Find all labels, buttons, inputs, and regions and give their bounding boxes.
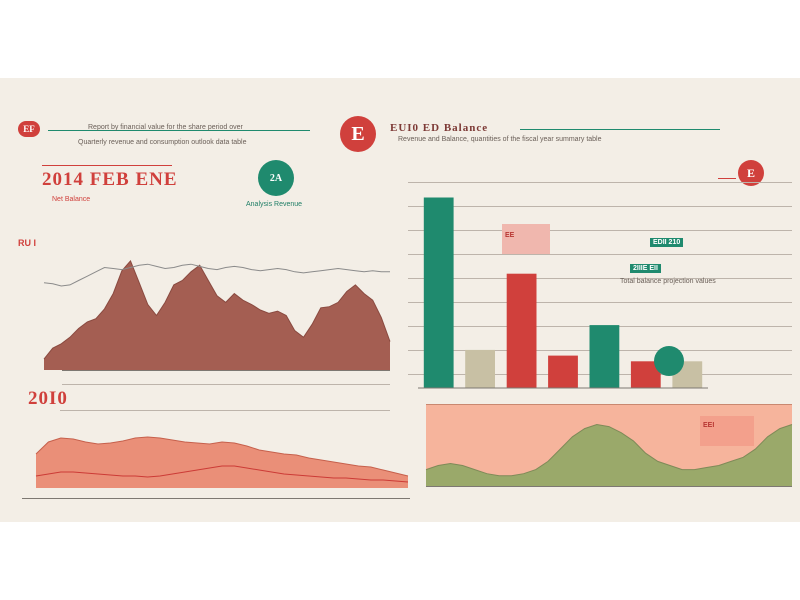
axis-rule-2 xyxy=(62,384,390,385)
bottom-right-series-0-area xyxy=(426,424,792,486)
header-rule xyxy=(48,130,310,131)
bottom-right-area-chart xyxy=(425,423,793,486)
bottom-left-series-0-area xyxy=(36,437,408,488)
top-left-area-chart xyxy=(43,259,391,370)
subhead: Net Balance xyxy=(52,196,91,203)
corner-rule xyxy=(718,178,736,179)
right-gridline xyxy=(408,278,792,279)
bar-c xyxy=(506,273,537,388)
badge-caption: Analysis Revenue xyxy=(246,201,303,208)
bottom-left-area-chart xyxy=(35,436,409,488)
bar-d xyxy=(548,355,578,388)
right-logo-icon: E xyxy=(340,116,376,152)
top-left-series-0-line xyxy=(43,259,391,360)
bottom-right-axis xyxy=(426,486,792,487)
bottom-callout: EEI xyxy=(700,416,754,446)
right-gridline xyxy=(408,206,792,207)
bar-a xyxy=(423,197,454,388)
intro-line-2: Quarterly revenue and consumption outloo… xyxy=(78,139,247,146)
bottom-right-series-0-line xyxy=(425,423,793,477)
right-panel: E EUI0 ED Balance Revenue and Balance, q… xyxy=(340,108,793,512)
right-subtitle: Revenue and Balance, quantities of the f… xyxy=(398,136,602,143)
top-left-series-1-line xyxy=(43,263,390,287)
right-gridline xyxy=(408,254,792,255)
bottom-left-series-0-line xyxy=(35,436,409,477)
right-gridline xyxy=(408,302,792,303)
axis-rule-3 xyxy=(60,410,390,411)
right-gridline xyxy=(408,230,792,231)
right-header-rule xyxy=(520,129,720,130)
tag-1: EDII 210 xyxy=(650,238,684,247)
tag-2: 2IIIE EII xyxy=(630,264,661,273)
headline: 2014 FEB ENE xyxy=(42,169,178,190)
analysis-badge-icon: 2A xyxy=(258,160,294,196)
bar-b xyxy=(465,349,495,388)
bar-callout: EE xyxy=(502,224,550,254)
right-bar-chart xyxy=(418,197,708,389)
second-headline: 20I0 xyxy=(28,388,68,409)
left-logo-icon: EF xyxy=(18,121,40,137)
bottom-axis-rule xyxy=(22,498,410,499)
bottom-left-series-1-line xyxy=(35,465,409,483)
right-gridline xyxy=(408,182,792,183)
top-left-series-0-area xyxy=(44,260,390,370)
axis-rule-1 xyxy=(62,370,390,371)
corner-badge-icon: E xyxy=(738,160,764,186)
bar-badge-icon xyxy=(654,346,684,376)
axis-note: RU I xyxy=(18,238,36,248)
intro-line-1: Report by financial value for the share … xyxy=(88,124,243,131)
bar-e xyxy=(589,325,620,388)
left-panel: EF Report by financial value for the sha… xyxy=(14,112,410,512)
right-caption: Total balance projection values xyxy=(620,278,716,285)
headline-rule xyxy=(42,165,172,166)
right-title: EUI0 ED Balance xyxy=(390,122,489,134)
